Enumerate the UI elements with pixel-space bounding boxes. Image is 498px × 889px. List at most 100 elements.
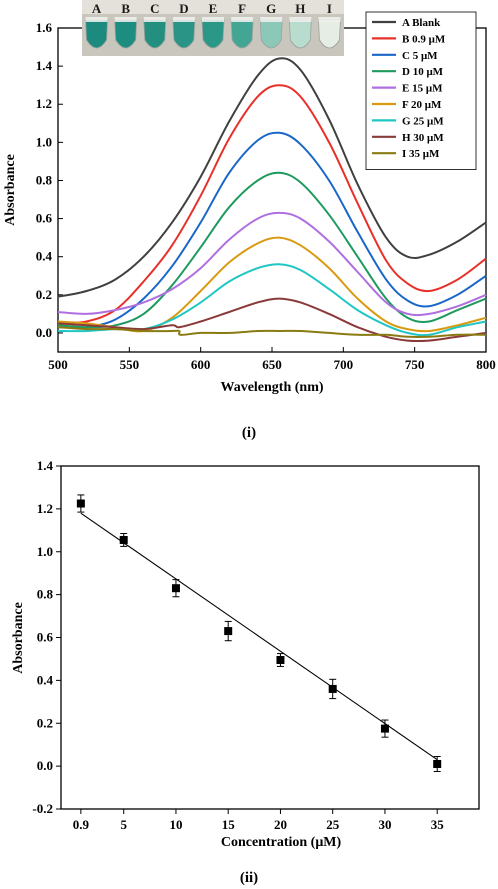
x-axis-title-i: Wavelength (nm) [220, 380, 323, 395]
x-tick-label: 0.9 [73, 817, 90, 832]
vial-rim [318, 17, 341, 22]
x-tick-label: 700 [334, 357, 354, 372]
y-tick-label: 0.6 [37, 630, 54, 645]
vial-h [288, 19, 312, 49]
y-tick-label: 0.0 [37, 758, 53, 773]
axis-ticks-ii: 0.9 5 10 15 20 25 30 35 -0.2 0.0 0.2 0.4 0.6 0.8 1.0 1.… [32, 458, 444, 832]
x-tick-label: 20 [274, 817, 287, 832]
x-tick-label: 800 [476, 357, 496, 372]
vial-label-d: D [179, 1, 188, 16]
spectra-lines [57, 57, 487, 343]
x-tick-label: 30 [378, 817, 391, 832]
legend-label: F 20 μM [402, 99, 442, 111]
y-tick-label: 0.8 [37, 587, 54, 602]
spectrum-line-i [57, 326, 487, 339]
y-tick-label: 0.6 [36, 211, 53, 226]
x-tick-label: 25 [326, 817, 340, 832]
legend-label: E 15 μM [402, 83, 443, 95]
legend-label: H 30 μM [402, 132, 444, 144]
x-tick-label: 600 [191, 357, 211, 372]
vial-label-e: E [209, 1, 218, 16]
legend-label: I 35 μM [402, 148, 440, 160]
vial-label-c: C [150, 1, 159, 16]
x-tick-label: 500 [48, 357, 68, 372]
legend: A Blank B 0.9 μM C 5 μM D 10 μM E 15 μM F 20 … [365, 11, 477, 171]
vial-b [114, 19, 138, 49]
data-point [433, 759, 442, 768]
vial-label-b: B [121, 1, 130, 16]
y-tick-label: -0.2 [32, 801, 53, 816]
spectrum-line-h [57, 297, 487, 343]
data-point [76, 499, 85, 508]
spectrum-line-f [57, 236, 487, 333]
y-tick-label: 0.4 [36, 249, 53, 264]
vial-rim [289, 17, 312, 22]
vial-rim [202, 17, 224, 22]
axis-ticks-i: 500 550 600 650 700 750 800 0.0 0.2 0.4 0.6 0.8 1.0 1… [36, 20, 496, 372]
calibration-points [76, 494, 442, 772]
x-tick-label: 15 [222, 817, 236, 832]
vial-c [143, 19, 167, 49]
vial-g [259, 19, 283, 49]
legend-label: G 25 μM [402, 115, 444, 127]
vial-label-f: F [238, 1, 246, 16]
vial-photo-inset: A B C D E F G H I [82, 0, 344, 56]
panel-label-ii: (ii) [240, 870, 258, 886]
vial-label-g: G [266, 1, 276, 16]
vial-f [230, 19, 254, 49]
vial-e [201, 19, 225, 49]
spectrum-line-d [57, 171, 487, 329]
y-tick-label: 1.4 [37, 458, 54, 473]
x-tick-label: 550 [120, 357, 140, 372]
vial-d [172, 19, 196, 49]
vial-rim [172, 17, 195, 22]
y-tick-label: 0.2 [36, 287, 52, 302]
x-tick-label: 650 [262, 357, 282, 372]
vial-label-h: H [295, 1, 305, 16]
chart-panel-ii: 0.9 5 10 15 20 25 30 35 -0.2 0.0 0.2 0.4 0.6 0.8 1.0 1.… [11, 458, 480, 886]
vial-label-i: I [327, 1, 332, 16]
legend-label: D 10 μM [402, 66, 444, 78]
y-tick-label: 0.4 [37, 672, 54, 687]
vial-rim [260, 17, 283, 22]
vial-rim [231, 17, 254, 22]
vial-label-a: A [92, 1, 102, 16]
data-point [276, 656, 285, 665]
y-axis-title-i: Absorbance [3, 154, 18, 226]
data-point [119, 535, 128, 544]
legend-label: A Blank [402, 17, 441, 29]
data-point [380, 724, 389, 733]
x-tick-label: 750 [405, 357, 425, 372]
y-tick-label: 1.0 [36, 134, 52, 149]
x-tick-label: 35 [431, 817, 445, 832]
x-axis-title-ii: Concentration (μM) [221, 835, 342, 850]
spectrum-line-b [57, 84, 487, 325]
vial-a [85, 19, 108, 49]
spectrum-line-e [57, 211, 487, 317]
legend-label: B 0.9 μM [402, 33, 446, 45]
y-tick-label: 1.4 [36, 58, 53, 73]
y-tick-label: 1.2 [36, 96, 52, 111]
y-tick-label: 1.2 [37, 501, 53, 516]
chart-panel-i: 500 550 600 650 700 750 800 0.0 0.2 0.4 0.6 0.8 1.0 1… [3, 0, 496, 441]
data-point [224, 627, 233, 636]
y-tick-label: 0.2 [37, 715, 53, 730]
y-tick-label: 0.0 [36, 325, 52, 340]
y-tick-label: 1.0 [37, 544, 53, 559]
inset-photo-lid-band [82, 0, 344, 14]
vial-rim [143, 17, 166, 22]
y-tick-label: 1.6 [36, 20, 53, 35]
vial-rim [85, 17, 108, 22]
data-point [171, 584, 180, 593]
x-tick-label: 5 [120, 817, 127, 832]
panel-label-i: (i) [242, 425, 256, 441]
legend-label: C 5 μM [402, 50, 438, 62]
y-tick-label: 0.8 [36, 172, 53, 187]
x-tick-label: 10 [169, 817, 182, 832]
data-point [328, 684, 337, 693]
linear-fit-line [80, 512, 438, 761]
plot-frame-ii [60, 465, 480, 810]
vial-i [318, 19, 341, 49]
y-axis-title-ii: Absorbance [11, 602, 26, 674]
